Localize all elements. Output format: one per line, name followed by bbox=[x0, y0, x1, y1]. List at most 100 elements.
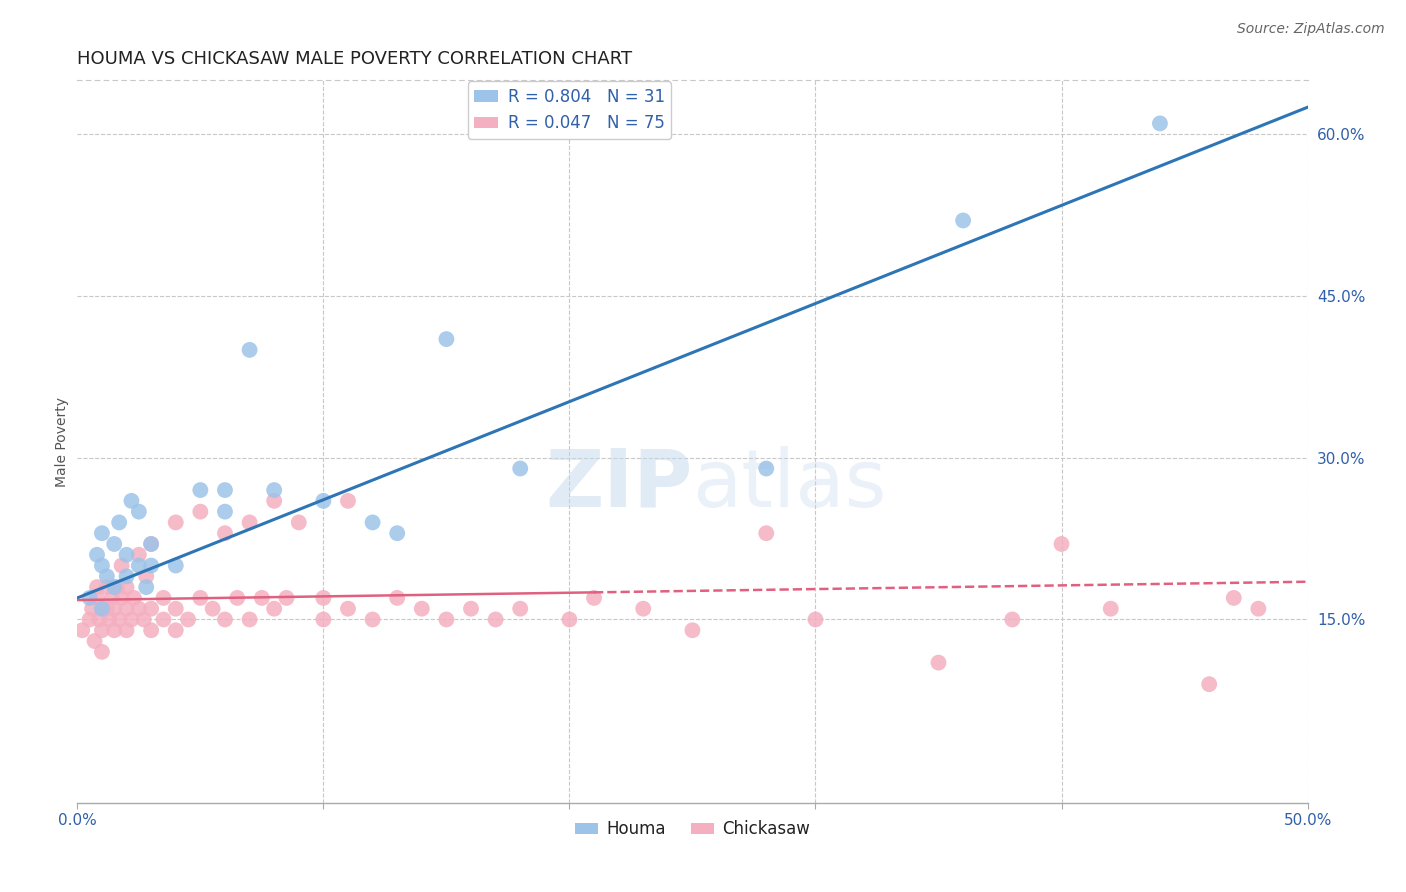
Point bbox=[361, 612, 384, 626]
Point bbox=[115, 601, 138, 615]
Point bbox=[115, 548, 138, 562]
Point bbox=[188, 591, 212, 605]
Point bbox=[1001, 612, 1024, 626]
Point bbox=[188, 483, 212, 497]
Point bbox=[141, 537, 163, 551]
Point bbox=[411, 601, 433, 615]
Point bbox=[214, 505, 236, 519]
Point bbox=[90, 526, 114, 541]
Point bbox=[239, 516, 262, 530]
Point bbox=[214, 612, 236, 626]
Point bbox=[436, 612, 458, 626]
Point bbox=[755, 461, 778, 475]
Point bbox=[385, 591, 409, 605]
Point bbox=[1198, 677, 1220, 691]
Point bbox=[96, 601, 118, 615]
Point bbox=[105, 580, 128, 594]
Point bbox=[90, 558, 114, 573]
Point bbox=[135, 580, 157, 594]
Point bbox=[89, 612, 111, 626]
Point bbox=[115, 569, 138, 583]
Point bbox=[111, 558, 132, 573]
Point bbox=[214, 526, 236, 541]
Point bbox=[385, 526, 409, 541]
Point bbox=[108, 612, 131, 626]
Point bbox=[90, 601, 114, 615]
Point bbox=[141, 601, 163, 615]
Point bbox=[83, 634, 105, 648]
Point bbox=[115, 580, 138, 594]
Text: HOUMA VS CHICKASAW MALE POVERTY CORRELATION CHART: HOUMA VS CHICKASAW MALE POVERTY CORRELAT… bbox=[77, 50, 633, 68]
Point bbox=[288, 516, 311, 530]
Point bbox=[312, 612, 335, 626]
Point bbox=[1149, 116, 1171, 130]
Y-axis label: Male Poverty: Male Poverty bbox=[55, 397, 69, 486]
Point bbox=[583, 591, 606, 605]
Point bbox=[460, 601, 482, 615]
Point bbox=[96, 569, 118, 583]
Point bbox=[86, 548, 108, 562]
Point bbox=[633, 601, 655, 615]
Point bbox=[90, 624, 114, 638]
Point bbox=[90, 645, 114, 659]
Point bbox=[135, 569, 157, 583]
Point bbox=[312, 591, 335, 605]
Point bbox=[755, 526, 778, 541]
Point bbox=[86, 591, 108, 605]
Point bbox=[103, 624, 125, 638]
Point bbox=[804, 612, 827, 626]
Point bbox=[121, 493, 143, 508]
Point bbox=[558, 612, 581, 626]
Point bbox=[1099, 601, 1122, 615]
Point bbox=[122, 591, 145, 605]
Point bbox=[509, 601, 531, 615]
Text: ZIP: ZIP bbox=[546, 446, 693, 524]
Point bbox=[214, 483, 236, 497]
Point bbox=[141, 537, 163, 551]
Point bbox=[201, 601, 224, 615]
Point bbox=[165, 516, 187, 530]
Point bbox=[361, 516, 384, 530]
Point bbox=[226, 591, 249, 605]
Point bbox=[1050, 537, 1073, 551]
Point bbox=[239, 343, 262, 357]
Point bbox=[82, 601, 104, 615]
Point bbox=[141, 624, 163, 638]
Point bbox=[263, 483, 285, 497]
Point bbox=[108, 516, 131, 530]
Point bbox=[239, 612, 262, 626]
Point bbox=[152, 612, 174, 626]
Point bbox=[165, 624, 187, 638]
Point bbox=[98, 612, 121, 626]
Point bbox=[103, 537, 125, 551]
Point bbox=[96, 580, 118, 594]
Point bbox=[165, 558, 187, 573]
Point bbox=[263, 493, 285, 508]
Point bbox=[337, 493, 360, 508]
Text: Source: ZipAtlas.com: Source: ZipAtlas.com bbox=[1237, 22, 1385, 37]
Point bbox=[263, 601, 285, 615]
Point bbox=[165, 601, 187, 615]
Point bbox=[128, 505, 150, 519]
Point bbox=[436, 332, 458, 346]
Point bbox=[682, 624, 704, 638]
Point bbox=[121, 612, 143, 626]
Point bbox=[101, 591, 124, 605]
Point bbox=[509, 461, 531, 475]
Point bbox=[952, 213, 974, 227]
Point bbox=[188, 505, 212, 519]
Legend: Houma, Chickasaw: Houma, Chickasaw bbox=[568, 814, 817, 845]
Point bbox=[250, 591, 273, 605]
Point bbox=[103, 580, 125, 594]
Point bbox=[1247, 601, 1270, 615]
Point bbox=[152, 591, 174, 605]
Point bbox=[1223, 591, 1246, 605]
Point bbox=[79, 591, 101, 605]
Point bbox=[132, 612, 155, 626]
Point bbox=[485, 612, 508, 626]
Point bbox=[177, 612, 200, 626]
Point bbox=[111, 591, 132, 605]
Point bbox=[312, 493, 335, 508]
Point bbox=[86, 580, 108, 594]
Point bbox=[337, 601, 360, 615]
